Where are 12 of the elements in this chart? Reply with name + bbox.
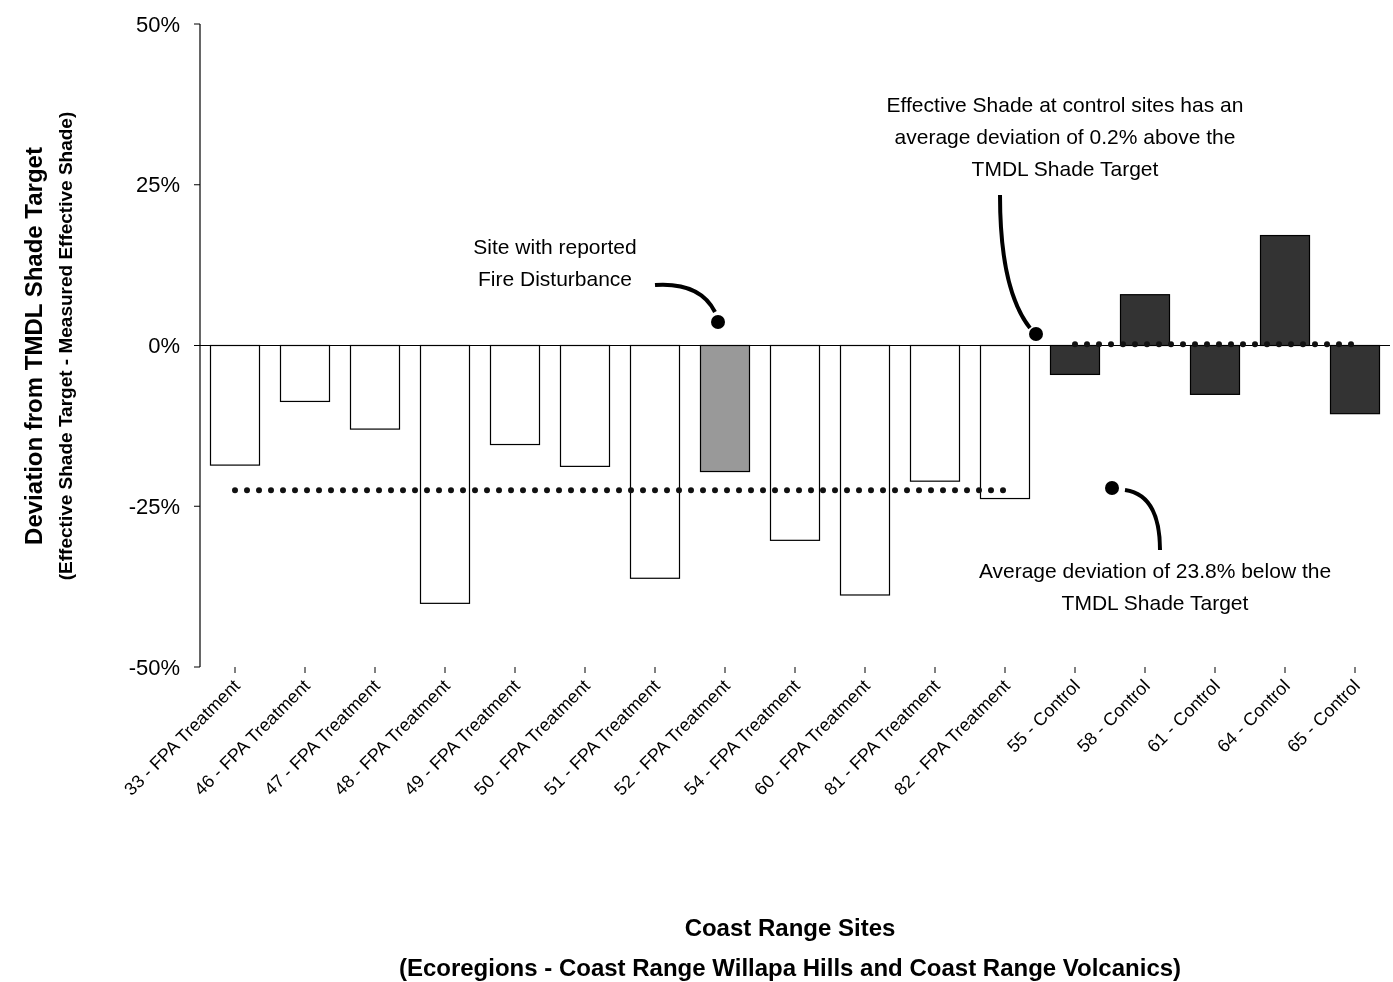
annotation: Average deviation of 23.8% below the TMDL Shade Target: [978, 559, 1332, 614]
y-tick-label: -25%: [128, 493, 180, 519]
annotation: Effective Shade at control sites has an average deviation of 0.2% above the TMDL Shade Target: [886, 93, 1244, 180]
y-tick-label: -50%: [128, 654, 180, 680]
y-tick-label: 25%: [135, 172, 180, 198]
y-axis-title: Deviation from TMDL Shade Target: [20, 147, 47, 545]
y-tick-label: 50%: [135, 11, 180, 37]
x-axis-title: Coast Range Sites (Ecoregions - Coast Range Willapa Hills and Coast Range Volcanics): [398, 914, 1182, 981]
y2-axis-title: (Effective Shade Target - Measured Effective Shade): [55, 111, 76, 581]
bar: [1119, 294, 1171, 347]
annotation: Site with reported Fire Disturbance: [473, 235, 637, 290]
y-tick-label: 0%: [148, 333, 180, 359]
